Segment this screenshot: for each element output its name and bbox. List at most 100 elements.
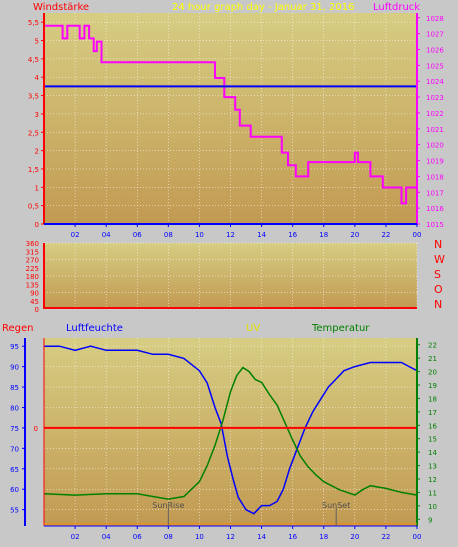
time-tick-label: 00 — [413, 533, 422, 541]
temperature-tick-label: 13 — [428, 463, 437, 471]
wind-tick-label: 0 — [35, 221, 39, 229]
pressure-tick-label: 1023 — [426, 94, 444, 102]
time-tick-label: 00 — [413, 231, 422, 239]
wind-tick-label: 4,5 — [28, 56, 39, 64]
chart-date-title: 24 hour graph day - Januar 31, 2016 — [172, 2, 355, 13]
wind-tick-label: 3 — [35, 111, 39, 119]
temperature-tick-label: 11 — [428, 489, 437, 497]
direction-tick-label: 45 — [30, 298, 39, 306]
humidity-tick-label: 60 — [10, 486, 19, 494]
direction-tick-label: 0 — [35, 306, 39, 314]
time-tick-label: 12 — [226, 231, 235, 239]
rain-tick-label: 0 — [34, 425, 38, 433]
time-tick-label: 08 — [164, 231, 173, 239]
time-tick-label: 16 — [288, 231, 297, 239]
temperature-line — [43, 366, 418, 500]
direction-tick-label: 180 — [26, 273, 39, 281]
humidity-tick-label: 70 — [10, 445, 19, 453]
air-pressure-title: Luftdruck — [373, 2, 420, 13]
temperature-tick-label: 14 — [428, 449, 437, 457]
temperature-tick-label: 17 — [428, 409, 437, 417]
wind-tick-label: 5 — [35, 38, 39, 46]
direction-tick-label: 135 — [26, 281, 39, 289]
uv-label: UV — [246, 323, 260, 334]
time-tick-label: 06 — [133, 231, 142, 239]
compass-label: W — [434, 253, 445, 266]
sun-event-label: SunRise — [152, 501, 184, 510]
humidity-line — [44, 345, 418, 515]
pressure-tick-label: 1024 — [426, 78, 444, 86]
air-pressure-line — [44, 24, 417, 205]
wind-tick-label: 1,5 — [28, 166, 39, 174]
time-tick-label: 20 — [350, 231, 359, 239]
sun-event-label: SunSet — [322, 501, 350, 510]
direction-tick-label: 315 — [26, 248, 39, 256]
temperature-tick-label: 16 — [428, 422, 437, 430]
temperature-tick-label: 15 — [428, 436, 437, 444]
wind-tick-label: 2 — [35, 148, 39, 156]
temperature-tick-label: 9 — [428, 516, 432, 524]
pressure-tick-label: 1018 — [426, 173, 444, 181]
compass-label: N — [434, 298, 442, 311]
temperature-tick-label: 20 — [428, 369, 437, 377]
time-tick-label: 10 — [195, 533, 204, 541]
pressure-tick-label: 1015 — [426, 221, 444, 229]
wind-tick-label: 1 — [35, 184, 39, 192]
time-tick-label: 12 — [226, 533, 235, 541]
temperature-tick-label: 21 — [428, 355, 437, 363]
time-tick-label: 16 — [288, 533, 297, 541]
compass-label: O — [434, 283, 443, 296]
time-tick-label: 14 — [257, 231, 266, 239]
pressure-tick-label: 1017 — [426, 189, 444, 197]
pressure-tick-label: 1021 — [426, 126, 444, 134]
temperature-tick-label: 18 — [428, 395, 437, 403]
humidity-tick-label: 95 — [10, 343, 19, 351]
humidity-tick-label: 65 — [10, 466, 19, 474]
pressure-tick-label: 1026 — [426, 46, 444, 54]
pressure-tick-label: 1022 — [426, 110, 444, 118]
temperature-tick-label: 10 — [428, 503, 437, 511]
pressure-tick-label: 1020 — [426, 142, 444, 150]
wind-tick-label: 3,5 — [28, 93, 39, 101]
humidity-tick-label: 80 — [10, 404, 19, 412]
humidity-label: Luftfeuchte — [66, 323, 123, 334]
pressure-tick-label: 1025 — [426, 62, 444, 70]
time-tick-label: 10 — [195, 231, 204, 239]
time-tick-label: 18 — [319, 231, 328, 239]
temperature-tick-label: 19 — [428, 382, 437, 390]
temperature-tick-label: 22 — [428, 342, 437, 350]
rain-label: Regen — [2, 323, 34, 334]
time-tick-label: 18 — [319, 533, 328, 541]
wind-tick-label: 2,5 — [28, 129, 39, 137]
compass-label: S — [434, 268, 441, 281]
temperature-label: Temperatur — [311, 323, 370, 334]
time-tick-label: 20 — [350, 533, 359, 541]
time-tick-label: 02 — [71, 533, 80, 541]
temperature-tick-label: 12 — [428, 476, 437, 484]
wind-tick-label: 4 — [35, 74, 40, 82]
compass-label: N — [434, 238, 442, 251]
time-tick-label: 04 — [102, 231, 111, 239]
pressure-tick-label: 1019 — [426, 158, 444, 166]
pressure-tick-label: 1027 — [426, 31, 444, 39]
time-tick-label: 22 — [381, 231, 390, 239]
humidity-tick-label: 85 — [10, 384, 19, 392]
humidity-tick-label: 75 — [10, 425, 19, 433]
direction-tick-label: 270 — [26, 257, 39, 265]
humidity-tick-label: 55 — [10, 507, 19, 515]
wind-tick-label: 5,5 — [28, 19, 39, 27]
time-tick-label: 06 — [133, 533, 142, 541]
direction-tick-label: 90 — [30, 290, 39, 298]
pressure-tick-label: 1016 — [426, 205, 444, 213]
time-tick-label: 08 — [164, 533, 173, 541]
time-tick-label: 14 — [257, 533, 266, 541]
pressure-tick-label: 1028 — [426, 15, 444, 23]
wind-speed-title: Windstärke — [33, 2, 89, 13]
direction-tick-label: 225 — [26, 265, 39, 273]
wind-tick-label: 0,5 — [28, 203, 39, 211]
time-tick-label: 02 — [71, 231, 80, 239]
time-tick-label: 22 — [381, 533, 390, 541]
time-tick-label: 04 — [102, 533, 111, 541]
